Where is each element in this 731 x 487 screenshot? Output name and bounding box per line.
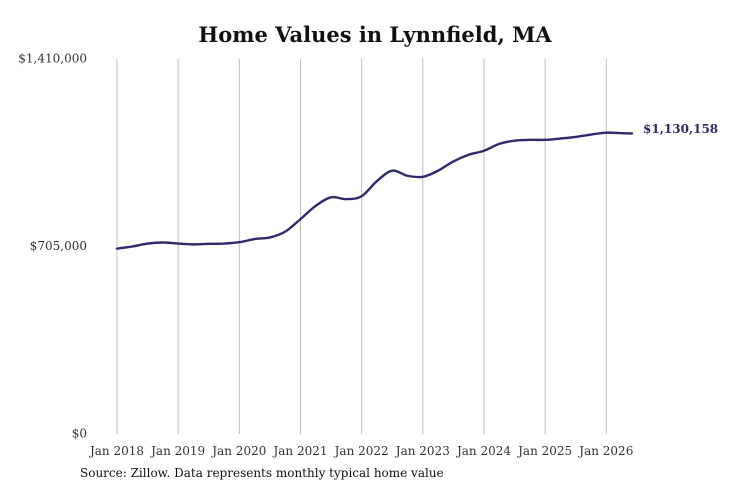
end-value-label: $1,130,158 (643, 122, 718, 136)
x-tick-label: Jan 2018 (88, 444, 144, 458)
home-value-series-line (115, 131, 634, 250)
x-tick-label: Jan 2024 (455, 444, 511, 458)
x-tick-label: Jan 2021 (271, 444, 327, 458)
y-tick-label: $1,410,000 (18, 52, 87, 66)
grid-lines (116, 59, 607, 434)
x-tick-label: Jan 2026 (577, 444, 633, 458)
x-tick-label: Jan 2019 (149, 444, 205, 458)
x-tick-label: Jan 2022 (333, 444, 389, 458)
y-tick-label: $705,000 (30, 239, 87, 253)
x-tick-label: Jan 2020 (210, 444, 266, 458)
chart-title: Home Values in Lynnfield, MA (198, 22, 552, 47)
y-axis-ticks: $0 $705,000 $1,410,000 (18, 52, 87, 441)
series-layer: $1,130,158 (115, 122, 718, 250)
x-tick-label: Jan 2025 (516, 444, 572, 458)
x-tick-label: Jan 2023 (394, 444, 450, 458)
x-axis-ticks: Jan 2018 Jan 2019 Jan 2020 Jan 2021 Jan 2022… (88, 444, 633, 458)
y-tick-label: $0 (72, 427, 87, 441)
source-note: Source: Zillow. Data represents monthly … (80, 466, 444, 480)
